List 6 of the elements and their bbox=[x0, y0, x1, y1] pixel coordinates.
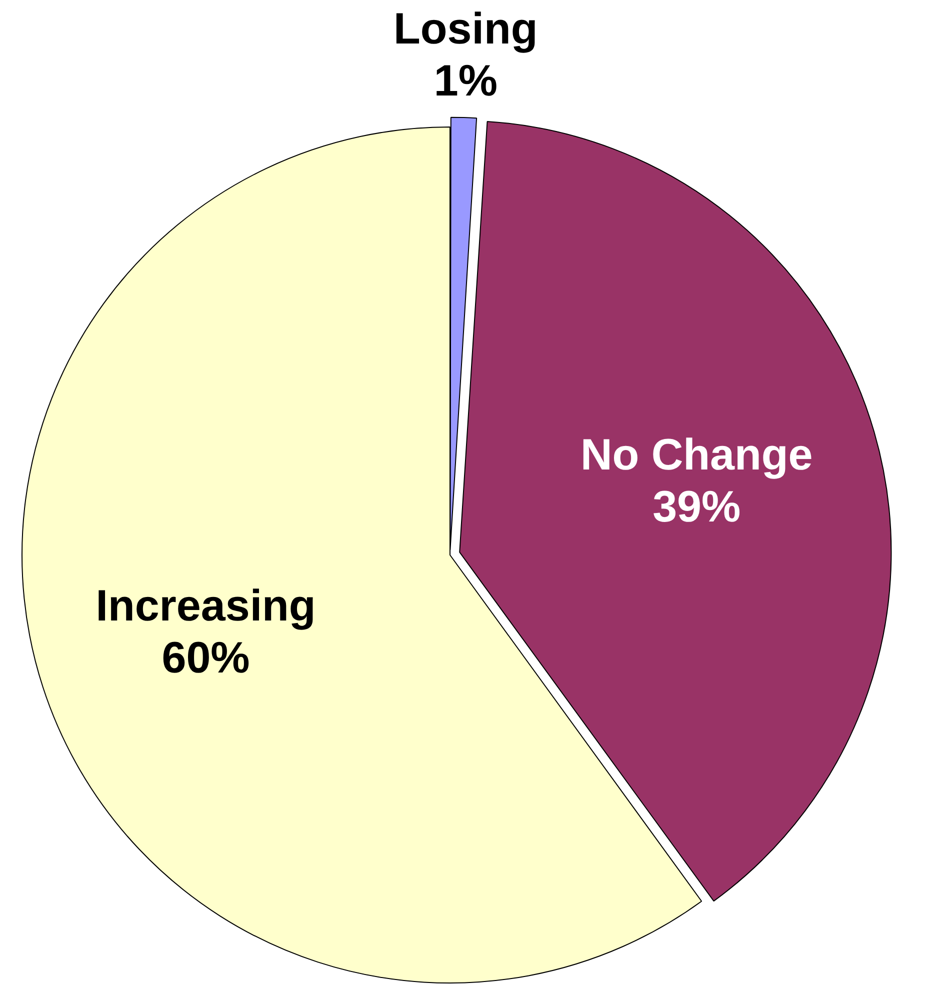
data-label: 60% bbox=[162, 633, 250, 682]
slice-label: Increasing bbox=[96, 581, 316, 630]
data-label: 39% bbox=[652, 482, 741, 532]
slice-label: No Change bbox=[580, 430, 813, 480]
slice-label: Losing bbox=[394, 4, 538, 54]
data-label: 1% bbox=[434, 56, 498, 106]
